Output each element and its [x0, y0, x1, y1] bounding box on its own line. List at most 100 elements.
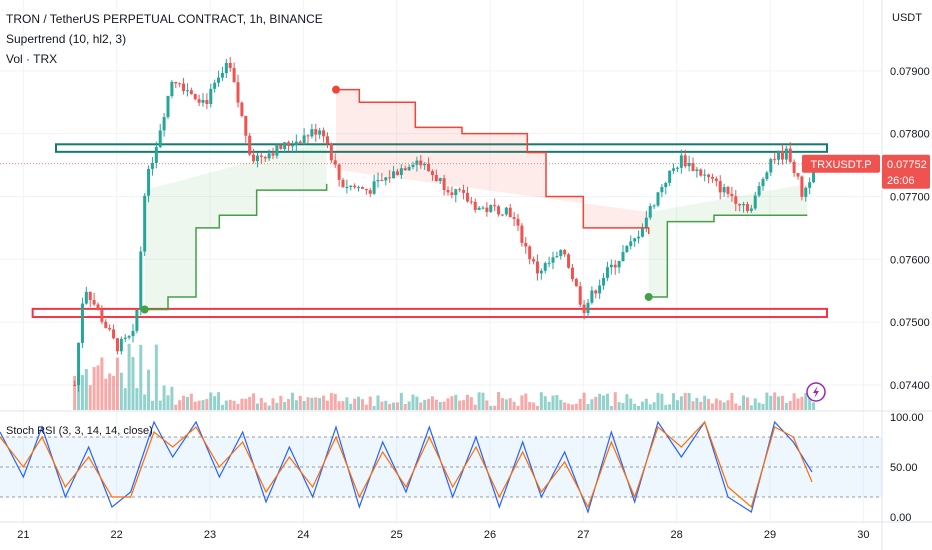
- candle-body: [267, 153, 271, 159]
- candle-body: [271, 153, 275, 156]
- candle-body: [217, 77, 221, 83]
- volume-bar: [551, 395, 555, 410]
- volume-bar: [656, 392, 660, 410]
- volume-bar: [419, 402, 423, 410]
- candle-body: [403, 168, 407, 171]
- volume-bar: [259, 398, 263, 410]
- candle-body: [442, 178, 446, 191]
- candle-body: [325, 136, 329, 144]
- candle-body: [602, 277, 606, 286]
- volume-bar: [84, 368, 88, 410]
- candle-body: [609, 264, 613, 268]
- time-tick-label: 30: [857, 529, 869, 541]
- candle-body: [640, 228, 644, 237]
- volume-bar: [691, 401, 695, 410]
- volume-bar: [749, 405, 753, 410]
- volume-bar: [629, 398, 633, 410]
- candle-body: [131, 330, 135, 337]
- volume-bar: [399, 392, 403, 410]
- candle-body: [675, 167, 679, 169]
- candle-body: [154, 146, 158, 163]
- candle-body: [644, 217, 648, 229]
- volume-bar: [349, 403, 353, 410]
- volume-bar: [423, 399, 427, 410]
- candle-body: [438, 178, 442, 181]
- volume-bar: [201, 400, 205, 410]
- volume-bar: [637, 405, 641, 410]
- lightning-icon[interactable]: [806, 382, 826, 402]
- volume-bar: [745, 397, 749, 410]
- candle-body: [528, 246, 532, 260]
- candle-body: [683, 155, 687, 167]
- supertrend-lines: [140, 85, 808, 314]
- volume-bar: [567, 403, 571, 410]
- supertrend-area-down: [336, 89, 649, 235]
- candle-body: [547, 262, 551, 264]
- candle-body: [329, 143, 333, 161]
- candle-body: [699, 169, 703, 176]
- volume-bar: [594, 396, 598, 410]
- volume-bar: [780, 395, 784, 410]
- candle-body: [703, 174, 707, 176]
- price-badge-value: 0.07752: [887, 159, 927, 171]
- volume-bar: [675, 400, 679, 410]
- candle-body: [462, 189, 466, 193]
- candle-body: [660, 187, 664, 193]
- candle-body: [127, 336, 131, 338]
- time-tick-label: 28: [671, 529, 683, 541]
- candle-body: [84, 291, 88, 304]
- candle-body: [92, 300, 96, 305]
- volume-bar: [504, 399, 508, 410]
- volume-bar: [372, 405, 376, 410]
- volume-bar: [730, 392, 734, 410]
- candle-body: [139, 251, 143, 310]
- volume-bar: [434, 399, 438, 410]
- candle-body: [489, 205, 493, 212]
- indicator-supertrend-label[interactable]: Supertrend (10, hl2, 3): [6, 32, 127, 46]
- indicator-stoch-label[interactable]: Stoch RSI (3, 3, 14, 14, close): [6, 425, 153, 437]
- candle-body: [718, 181, 722, 193]
- zone-resistance: [55, 143, 828, 153]
- candle-body: [232, 67, 236, 83]
- volume-bar: [718, 400, 722, 410]
- volume-bar: [353, 398, 357, 410]
- candle-body: [796, 173, 800, 177]
- volume-bar: [310, 397, 314, 410]
- price-tick-label: 0.07600: [890, 254, 930, 266]
- candle-body: [88, 291, 92, 301]
- volume-bar: [185, 397, 189, 410]
- candle-body: [551, 257, 555, 263]
- candle-body: [399, 168, 403, 176]
- candle-body: [777, 151, 781, 160]
- volume-bar: [143, 394, 147, 410]
- volume-bar: [481, 392, 485, 410]
- indicator-volume-label[interactable]: Vol · TRX: [6, 52, 58, 66]
- volume-bar: [395, 402, 399, 410]
- volume-bar: [613, 392, 617, 410]
- candle-body: [800, 176, 804, 197]
- candle-body: [730, 193, 734, 197]
- candle-body: [473, 201, 477, 210]
- volume-bar: [150, 400, 154, 410]
- candle-body: [337, 164, 341, 180]
- candle-body: [193, 94, 197, 100]
- volume-bar: [574, 403, 578, 410]
- candle-body: [368, 190, 372, 194]
- candle-body: [77, 342, 81, 385]
- candle-body: [726, 187, 730, 194]
- volume-bar: [590, 399, 594, 410]
- volume-bar: [403, 403, 407, 410]
- volume-bar: [508, 398, 512, 410]
- candle-body: [135, 309, 139, 331]
- volume-bar: [115, 357, 119, 410]
- stoch-tick-label: 0.00: [890, 512, 911, 524]
- candle-body: [485, 207, 489, 212]
- volume-bar: [710, 403, 714, 410]
- candle-body: [201, 99, 205, 103]
- volume-bar: [812, 402, 816, 410]
- volume-bar: [679, 396, 683, 410]
- price-tick-label: 0.07800: [890, 129, 930, 141]
- candle-body: [166, 96, 170, 118]
